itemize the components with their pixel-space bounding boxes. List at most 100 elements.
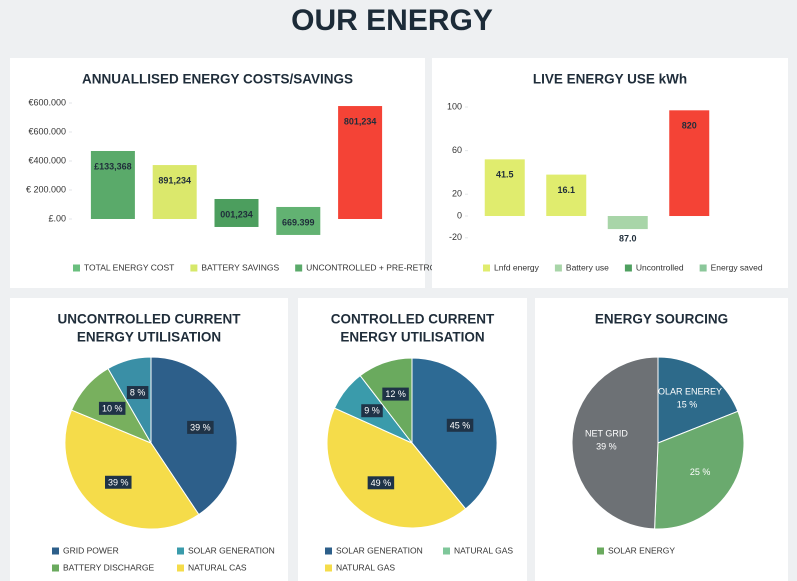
y-tick-label: € 200.000 [26,184,66,194]
slice-label: 8 % [130,388,146,398]
y-tick-label: £.00 [48,213,66,223]
pie-slice [107,356,152,445]
legend-label: SOLAR GENERATION [188,545,275,555]
bar-label: 820 [682,121,697,131]
slice-label-group: 25 % [690,467,711,477]
slice-name: NET GRID [585,428,628,438]
bar [607,216,648,230]
label-box [98,401,126,415]
slice-label-group: 39 % [596,441,617,451]
pie-slice [654,410,745,530]
legend-label: SOLAR ENERGY [608,545,675,555]
legend-label: UNCONTROLLED + PRE-RETROFTI COST [306,262,475,272]
label-box [187,420,214,434]
slice-label: 45 % [450,420,471,430]
label-box [446,418,474,432]
legend-swatch [52,564,59,572]
slice-label: 39 % [596,441,617,451]
bar-label: 001,234 [220,209,253,219]
pie-slice [571,356,659,530]
bar-label: 16.1 [557,185,575,195]
legend-label: Battery use [566,262,609,272]
legend-swatch [52,547,59,555]
slice-label-group: 39 % [105,475,132,489]
bar-label: 87.0 [619,233,637,243]
bar-label: 801,234 [344,116,377,126]
y-tick-label: €600.000 [28,97,66,107]
slice-label-group: 12 % [382,387,409,401]
bar [90,150,135,219]
pie-slice [64,409,200,530]
legend-label: SOLAR GENERATION [336,545,423,555]
bar [669,110,710,217]
legend-swatch [295,264,303,272]
chart-title: LIVE ENERGY USE kWh [533,72,687,87]
y-tick-label: -20 [449,232,462,242]
legend-label: NATURAL GAS [336,562,395,572]
legend-swatch [190,264,198,272]
legend-swatch [699,264,707,272]
slice-label: 9 % [364,406,380,416]
y-tick-label: €400.000 [28,155,66,165]
label-box [382,387,409,401]
y-tick-label: 0 [457,210,462,220]
slice-label-group: 15 % [677,400,698,410]
legend-swatch [325,547,332,555]
legend-swatch [483,264,490,272]
legend-swatch [325,564,332,572]
legend-swatch [624,264,632,272]
chart-title: ENERGY SOURCING [595,312,728,327]
slice-label: 12 % [385,389,406,399]
chart-title: UNCONTROLLED CURRENT [58,312,242,327]
label-box [126,386,149,400]
page-title: OUR ENERGY [291,4,493,37]
legend-swatch [443,547,450,555]
bar [338,106,383,219]
bar [152,165,197,219]
bar [214,198,259,227]
pie-slice [326,407,467,529]
legend-label: Lnfd energy [494,262,540,272]
label-box [105,475,132,489]
legend-label: NATURAL CAS [188,562,247,572]
y-tick-label: €600.000 [28,126,66,136]
chart-title: ANNUALLISED ENERGY COSTS/SAVINGS [82,72,353,87]
bar [276,206,321,235]
legend-label: Energy saved [711,262,763,272]
slice-label-group: 39 % [187,420,214,434]
y-tick-label: 60 [452,145,462,155]
slice-label-group: 9 % [361,404,383,418]
slice-label: 49 % [371,478,392,488]
legend-label: TOTAL ENERGY COST [84,262,174,272]
legend-label: BATTERY DISCHARGE [63,562,154,572]
slice-label: 39 % [190,422,211,432]
legend-swatch [73,264,80,272]
y-tick-label: 100 [447,101,462,111]
legend-label: GRID POWER [63,545,119,555]
legend-label: BATTERY SAVINGS [201,262,279,272]
bar-label: 41.5 [496,170,514,180]
slice-name: SOLAR ENEREY [652,387,722,397]
y-tick-label: 20 [452,189,462,199]
chart-title: ENERGY UTILISATION [77,330,221,345]
legend-swatch [177,564,184,572]
bar-label: 891,234 [158,175,191,185]
chart-title: CONTROLLED CURRENT [331,312,495,327]
pie-slice [657,356,739,444]
label-box [361,404,383,418]
bar [484,159,525,217]
bar-label: 669.399 [282,217,315,227]
pie-slice [411,357,498,510]
chart-title: ENERGY UTILISATION [340,330,484,345]
slice-label-group: 49 % [367,476,395,490]
bar [546,174,587,217]
slice-label: 10 % [102,403,123,413]
legend-label: Uncontrolled [636,262,684,272]
slice-label: 25 % [690,467,711,477]
slice-label-group: 10 % [98,401,126,415]
legend-swatch [177,547,184,555]
slice-label-group: 8 % [126,386,149,400]
slice-label: 39 % [108,477,129,487]
